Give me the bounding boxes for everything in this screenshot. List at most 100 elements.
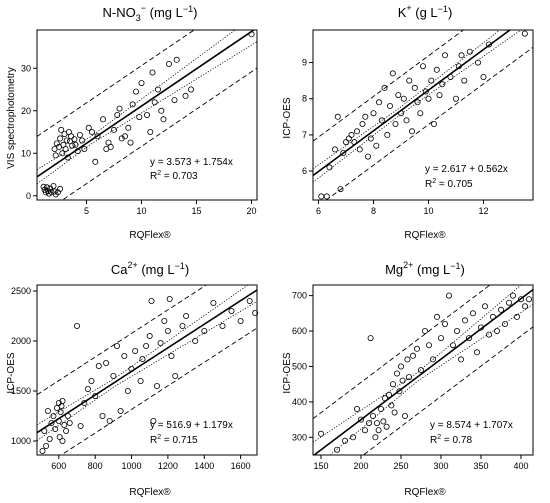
x-tick-label: 300 [433, 461, 448, 471]
data-point [469, 310, 476, 317]
data-point [403, 117, 410, 124]
data-point [40, 183, 47, 190]
data-point [526, 296, 533, 303]
prediction-band-upper [37, 30, 195, 137]
data-point [62, 145, 69, 152]
data-point [383, 423, 390, 430]
data-point [348, 131, 355, 138]
data-point [367, 335, 374, 342]
data-point [59, 397, 66, 404]
data-point [88, 377, 95, 384]
data-point [228, 307, 235, 314]
data-point [317, 430, 324, 437]
data-point [356, 146, 363, 153]
data-point [43, 442, 50, 449]
data-point [453, 327, 460, 334]
data-point [465, 335, 472, 342]
data-point [417, 110, 424, 117]
data-point [461, 77, 468, 84]
regression-lines [37, 30, 257, 200]
x-tick-label: 20 [246, 206, 256, 216]
data-point [81, 399, 88, 406]
prediction-band-lower [61, 67, 257, 200]
data-point [359, 121, 366, 128]
data-point [210, 299, 217, 306]
data-point [326, 164, 333, 171]
data-point [477, 324, 484, 331]
data-point [51, 188, 58, 195]
data-point [114, 342, 121, 349]
data-point [153, 382, 160, 389]
data-point [158, 107, 165, 114]
data-point [114, 112, 121, 119]
data-point [370, 110, 377, 117]
regression-lines [313, 30, 533, 200]
plot-frame [36, 284, 258, 456]
data-point [56, 433, 63, 440]
data-point [79, 137, 86, 144]
panel-potassium: K+ (g L−1) ICP-OES RQFlex® y = 2.617 + 0… [282, 3, 534, 241]
data-point [436, 92, 443, 99]
y-tick-label: 1500 [11, 386, 31, 396]
data-point [381, 84, 388, 91]
x-tick-label: 6 [316, 206, 321, 216]
x-tick-label: 800 [88, 461, 103, 471]
data-point [369, 412, 376, 419]
data-point [461, 317, 468, 324]
data-point [138, 80, 145, 87]
data-point [389, 70, 396, 77]
data-point [121, 352, 128, 359]
data-point [405, 374, 412, 381]
data-point [373, 420, 380, 427]
data-point [337, 186, 344, 193]
data-points [40, 31, 255, 198]
data-point [397, 363, 404, 370]
x-tick-label: 15 [191, 206, 201, 216]
y-tick-label: 30 [21, 63, 31, 73]
data-point [342, 139, 349, 146]
data-point [433, 66, 440, 73]
data-point [173, 56, 180, 63]
data-point [146, 332, 153, 339]
data-point [441, 320, 448, 327]
data-point [396, 388, 403, 395]
data-point [449, 342, 456, 349]
data-point [430, 121, 437, 128]
r-squared: R2 = 0.715 [150, 434, 198, 446]
data-point [404, 356, 411, 363]
regression-equation: y = 2.617 + 0.562x [425, 164, 508, 175]
y-axis-label: ICP-OES [282, 97, 293, 138]
data-point [522, 303, 529, 310]
data-point [48, 419, 55, 426]
data-point [406, 77, 413, 84]
data-point [457, 356, 464, 363]
x-tick-label: 12 [478, 206, 488, 216]
data-point [77, 422, 84, 429]
data-point [132, 88, 139, 95]
x-axis-label: RQFlex® [129, 487, 171, 498]
data-point [474, 59, 481, 66]
regression-line [37, 30, 256, 178]
data-point [323, 193, 330, 200]
data-point [518, 296, 525, 303]
data-point [331, 146, 338, 153]
data-point [375, 99, 382, 106]
data-point [378, 117, 385, 124]
data-point [485, 331, 492, 338]
data-point [125, 124, 132, 131]
prediction-band-upper [313, 30, 465, 142]
data-point [246, 297, 253, 304]
x-tick-label: 10 [423, 206, 433, 216]
data-point [201, 327, 208, 334]
data-point [334, 113, 341, 120]
data-point [466, 48, 473, 55]
data-point [422, 88, 429, 95]
data-point [351, 139, 358, 146]
data-point [385, 391, 392, 398]
data-point [386, 103, 393, 110]
data-point [252, 309, 259, 316]
data-point [74, 148, 81, 155]
data-point [57, 408, 64, 415]
data-point [72, 141, 79, 148]
